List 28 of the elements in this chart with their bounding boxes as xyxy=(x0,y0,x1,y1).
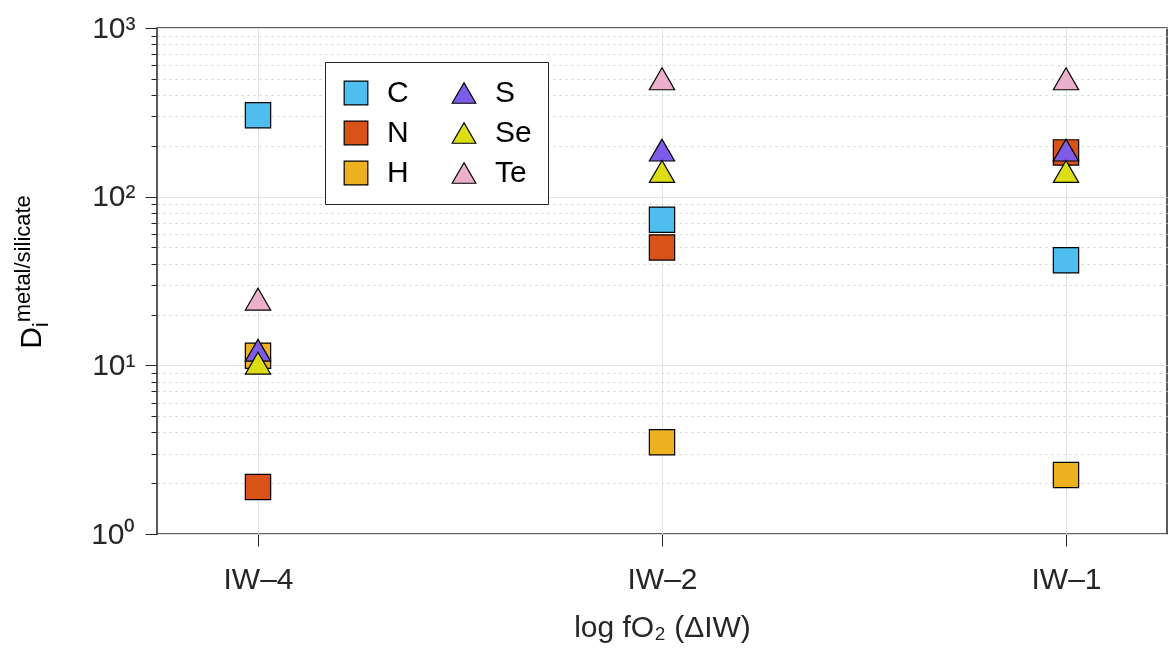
y-tick-label: 10⁰ xyxy=(91,516,136,550)
y-tick-label: 10¹ xyxy=(92,347,136,381)
point xyxy=(648,67,676,91)
legend-label: C xyxy=(387,75,409,108)
legend-label: N xyxy=(387,115,409,148)
legend-label: Te xyxy=(495,155,527,188)
point xyxy=(244,287,272,311)
legend-label: H xyxy=(387,155,409,188)
point xyxy=(648,428,676,456)
x-tick-label: IW–4 xyxy=(223,561,294,595)
y-tick-label: 10² xyxy=(92,179,136,213)
point xyxy=(244,351,272,375)
legend-label: S xyxy=(495,75,516,108)
x-tick-label: IW–1 xyxy=(1031,561,1102,595)
point xyxy=(648,206,676,233)
y-tick-label: 10³ xyxy=(92,10,136,44)
point xyxy=(648,138,676,162)
point xyxy=(1052,67,1080,91)
point xyxy=(244,101,272,129)
legend-label: Se xyxy=(495,115,532,148)
x-axis-title: log fO₂ (ΔIW) xyxy=(574,609,751,643)
point xyxy=(648,234,676,261)
point xyxy=(1052,461,1080,489)
point xyxy=(244,473,272,501)
point xyxy=(1052,159,1080,184)
point xyxy=(648,159,676,184)
point xyxy=(1052,246,1080,274)
x-tick-label: IW–2 xyxy=(627,561,698,595)
